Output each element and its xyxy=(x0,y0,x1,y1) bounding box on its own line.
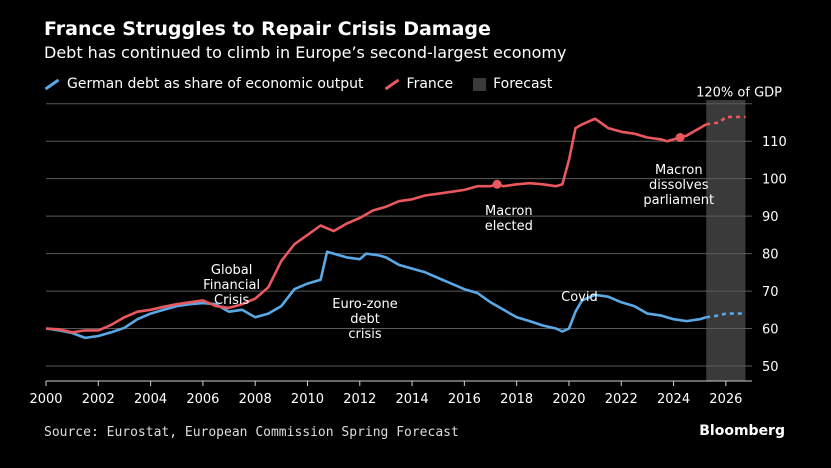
annotation-macron-dissolves-line-2: dissolves xyxy=(649,178,709,193)
forecast-band xyxy=(706,100,746,381)
series-forecast-germany xyxy=(706,312,746,319)
event-marker-2 xyxy=(675,132,685,142)
legend-swatch-forecast xyxy=(473,77,487,91)
x-tick-label-2012: 2012 xyxy=(343,392,376,407)
x-tick-label-2026: 2026 xyxy=(709,392,742,407)
x-tick-label-2014: 2014 xyxy=(396,392,429,407)
annotation-gfc-line-2: Financial xyxy=(203,278,260,293)
x-tick-label-2004: 2004 xyxy=(134,392,167,407)
y-tick-label-100: 100 xyxy=(762,173,787,188)
legend-label-france: France xyxy=(406,76,454,92)
event-marker-1 xyxy=(492,179,502,189)
annotation-gfc-line-1: Global xyxy=(211,263,252,278)
y-reference-label: 120% of GDP xyxy=(696,86,782,101)
legend-item-germany: German debt as share of economic output xyxy=(44,76,364,92)
legend-item-france: France xyxy=(384,76,454,92)
y-tick-label-60: 60 xyxy=(762,323,779,338)
x-tick-label-2016: 2016 xyxy=(448,392,481,407)
annotation-covid-line-1: Covid xyxy=(561,290,598,305)
annotation-macron-elected-line-1: Macron xyxy=(485,204,533,219)
x-tick-label-2006: 2006 xyxy=(186,392,219,407)
source-note: Source: Eurostat, European Commission Sp… xyxy=(44,425,459,440)
series-forecast-france xyxy=(706,115,746,126)
y-tick-label-70: 70 xyxy=(762,285,779,300)
annotation-covid: Covid xyxy=(561,290,598,305)
x-tick-label-2002: 2002 xyxy=(82,392,115,407)
legend-label-forecast: Forecast xyxy=(493,76,553,92)
y-tick-label-80: 80 xyxy=(762,248,779,263)
x-tick-label-2024: 2024 xyxy=(657,392,690,407)
x-tick-label-2018: 2018 xyxy=(500,392,533,407)
series-line-france xyxy=(45,117,707,334)
annotation-macron-elected-line-2: elected xyxy=(485,219,533,234)
series-line-germany xyxy=(45,250,707,340)
y-tick-label-90: 90 xyxy=(762,210,779,225)
legend-label-germany: German debt as share of economic output xyxy=(67,76,364,92)
annotation-ezc-line-1: Euro-zone xyxy=(332,297,397,312)
annotation-ezc-line-3: crisis xyxy=(348,327,381,342)
x-tick-label-2020: 2020 xyxy=(552,392,585,407)
y-tick-label-50: 50 xyxy=(762,360,779,375)
annotation-ezc-line-2: debt xyxy=(350,312,380,327)
legend: German debt as share of economic output … xyxy=(44,76,572,92)
y-tick-label-110: 110 xyxy=(762,135,787,150)
brand-logo: Bloomberg xyxy=(699,423,785,439)
annotation-macron-elected: Macron elected xyxy=(485,204,533,234)
annotation-ezc: Euro-zone debt crisis xyxy=(332,297,397,342)
chart-title: France Struggles to Repair Crisis Damage xyxy=(44,18,491,40)
chart-subtitle: Debt has continued to climb in Europe’s … xyxy=(44,43,567,62)
annotation-gfc: Global Financial Crisis xyxy=(203,263,260,308)
x-tick-label-2008: 2008 xyxy=(239,392,272,407)
annotation-macron-dissolves: Macron dissolves parliament xyxy=(643,163,714,208)
annotation-macron-dissolves-line-1: Macron xyxy=(655,163,703,178)
x-tick-label-2000: 2000 xyxy=(29,392,62,407)
x-tick-label-2022: 2022 xyxy=(605,392,638,407)
x-tick-label-2010: 2010 xyxy=(291,392,324,407)
annotation-gfc-line-3: Crisis xyxy=(214,293,249,308)
annotation-macron-dissolves-line-3: parliament xyxy=(643,193,714,208)
legend-item-forecast: Forecast xyxy=(473,76,552,92)
